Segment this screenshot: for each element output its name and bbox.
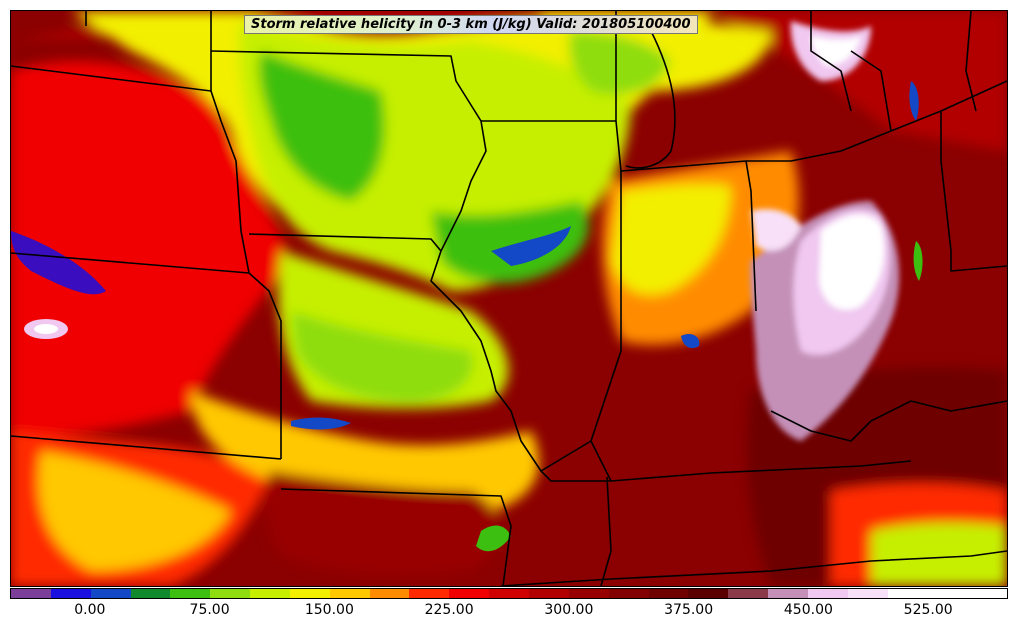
colorbar-segment	[11, 589, 51, 598]
colorbar-segment	[967, 589, 1008, 598]
colorbar-segment	[688, 589, 729, 598]
colorbar-segment	[289, 589, 330, 598]
colorbar-segment	[130, 589, 171, 598]
colorbar-tick-label: 75.00	[189, 602, 230, 618]
colorbar-segment	[728, 589, 769, 598]
colorbar-segment	[329, 589, 370, 598]
field-peak	[750, 21, 900, 441]
colorbar-tick-label: 525.00	[903, 602, 953, 618]
colorbar-segment	[887, 589, 928, 598]
state-boundaries	[11, 11, 1007, 586]
colorbar-segment	[568, 589, 609, 598]
colorbar-tick-label: 300.00	[544, 602, 594, 618]
colorbar-tick-label: 375.00	[664, 602, 714, 618]
helicity-field-map	[11, 11, 1007, 586]
colorbar-segment	[369, 589, 410, 598]
colorbar-segment	[608, 589, 649, 598]
colorbar-tick-label: 225.00	[424, 602, 474, 618]
colorbar-tick-label: 150.00	[304, 602, 354, 618]
colorbar-segment	[90, 589, 131, 598]
colorbar-segment	[409, 589, 450, 598]
colorbar-segment	[768, 589, 808, 598]
colorbar-segment	[250, 589, 290, 598]
colorbar-segment	[927, 589, 968, 598]
colorbar-segment	[489, 589, 529, 598]
colorbar-segment	[847, 589, 888, 598]
colorbar-segment	[210, 589, 251, 598]
map-title: Storm relative helicity in 0-3 km (J/kg)…	[244, 15, 698, 34]
colorbar-segment	[449, 589, 490, 598]
colorbar-tick-label: 0.00	[74, 602, 106, 618]
colorbar	[10, 588, 1008, 599]
colorbar-ticks: 0.00 75.00 150.00 225.00 300.00 375.00 450.00 5…	[10, 602, 1008, 624]
map-panel	[10, 10, 1008, 587]
colorbar-segment	[807, 589, 848, 598]
colorbar-segment	[50, 589, 91, 598]
colorbar-segment	[528, 589, 569, 598]
field-shading	[11, 11, 1007, 586]
colorbar-segment	[648, 589, 689, 598]
colorbar-tick-label: 450.00	[783, 602, 833, 618]
field-details	[11, 81, 923, 552]
colorbar-segment	[170, 589, 211, 598]
